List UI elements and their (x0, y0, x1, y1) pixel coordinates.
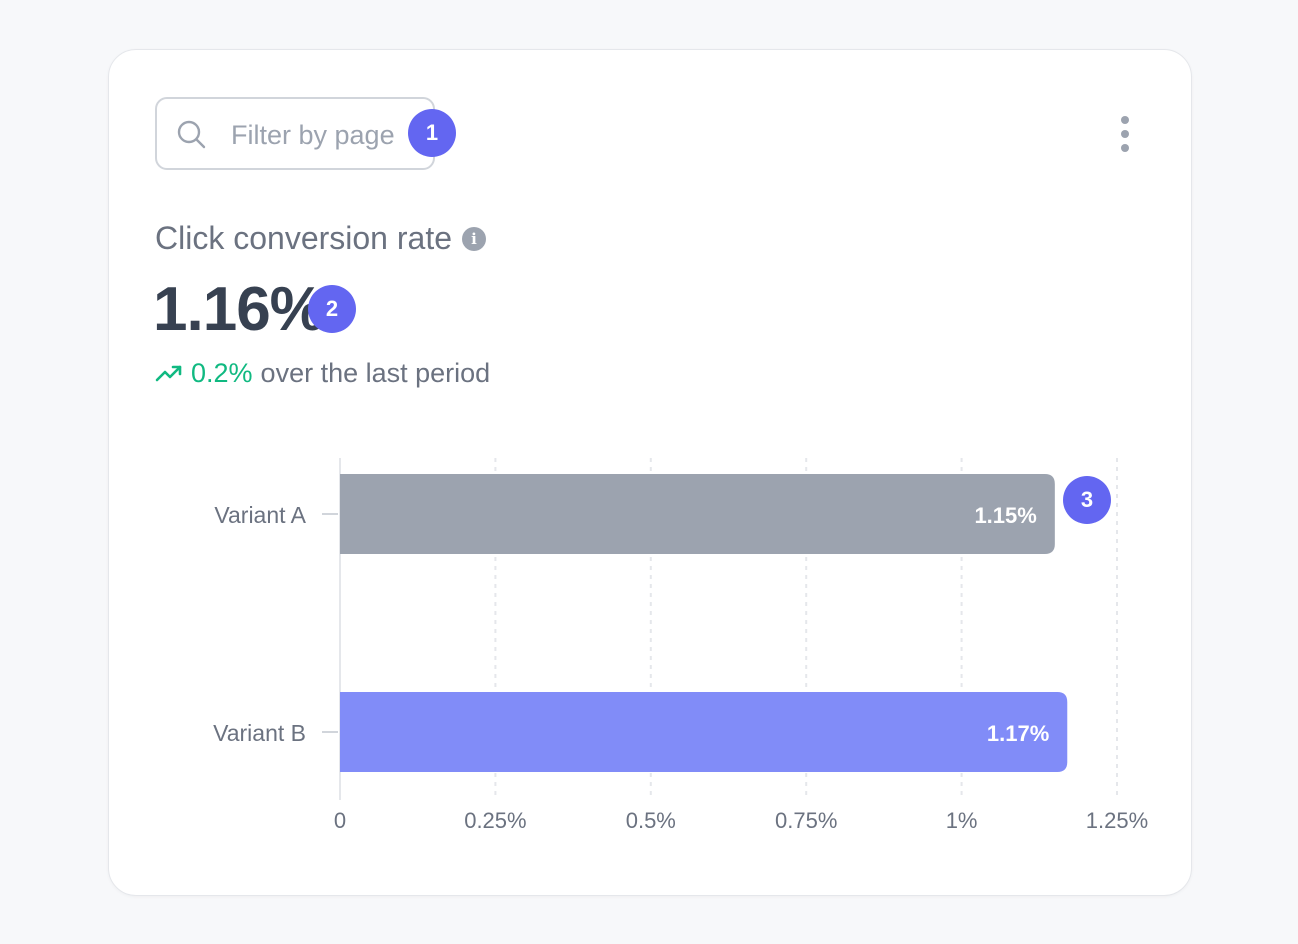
x-tick-label: 1% (946, 808, 978, 833)
filter-search-box[interactable] (155, 97, 435, 170)
info-icon[interactable]: i (462, 226, 486, 251)
metric-title-row: Click conversion rate i (155, 220, 486, 257)
trending-up-icon (155, 365, 182, 381)
x-tick-label: 0.25% (464, 808, 526, 833)
filter-search-input[interactable] (231, 117, 421, 153)
annotation-badge-3: 3 (1063, 476, 1111, 524)
annotation-badge-2: 2 (308, 285, 356, 333)
metric-title: Click conversion rate (155, 220, 452, 256)
metric-card: 1 Click conversion rate i 1.16% 2 0.2% o… (108, 49, 1192, 896)
category-label: Variant A (214, 502, 306, 528)
bar-value-label: 1.17% (987, 721, 1049, 746)
trend-row: 0.2% over the last period (155, 358, 490, 389)
annotation-badge-1: 1 (408, 109, 456, 157)
metric-value: 1.16% (153, 275, 325, 344)
search-icon (177, 120, 206, 149)
x-tick-label: 1.25% (1086, 808, 1148, 833)
x-tick-label: 0.75% (775, 808, 837, 833)
bar-variant-a (340, 474, 1055, 554)
bar-chart: 1.15% Variant A 1.17% Variant B 0 0.25% 0.5% 0.… (213, 458, 1148, 833)
x-tick-label: 0 (334, 808, 346, 833)
bar-value-label: 1.15% (974, 503, 1036, 528)
x-tick-label: 0.5% (626, 808, 676, 833)
category-label: Variant B (213, 720, 306, 746)
more-vertical-icon (1121, 116, 1129, 124)
trend-change-value: 0.2% (191, 358, 253, 388)
more-options-button[interactable] (1109, 112, 1141, 156)
bar-variant-b (340, 692, 1068, 772)
trend-change-suffix: over the last period (260, 358, 491, 388)
